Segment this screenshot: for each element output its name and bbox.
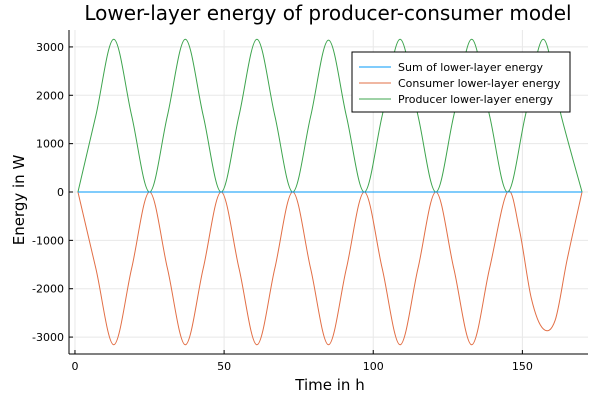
- x-axis-label: Time in h: [294, 376, 364, 394]
- series-group: [77, 38, 583, 346]
- x-tick-label: 150: [512, 360, 533, 373]
- y-tick-label: -2000: [32, 283, 64, 296]
- producer-series-line: [77, 38, 583, 193]
- axes: 0 50 100 150 -3000 -2000 -1000 0 1000 2000 3000: [32, 30, 588, 373]
- y-axis-label: Energy in W: [10, 155, 28, 246]
- legend-item-consumer-label: Consumer lower-layer energy: [398, 77, 561, 90]
- legend-item-producer-label: Producer lower-layer energy: [398, 93, 553, 106]
- x-tick-label: 100: [363, 360, 384, 373]
- x-tick-label: 50: [217, 360, 231, 373]
- y-tick-label: 3000: [36, 41, 64, 54]
- y-tick-label: 2000: [36, 89, 64, 102]
- legend-item-sum-label: Sum of lower-layer energy: [398, 61, 544, 74]
- legend: Sum of lower-layer energy Consumer lower-…: [351, 51, 571, 113]
- y-tick-label: 0: [57, 186, 64, 199]
- chart-title: Lower-layer energy of producer-consumer …: [84, 1, 571, 25]
- y-tick-label: -3000: [32, 331, 64, 344]
- y-tick-label: -1000: [32, 234, 64, 247]
- consumer-series-line: [77, 190, 583, 346]
- x-tick-label: 0: [71, 360, 78, 373]
- y-tick-label: 1000: [36, 138, 64, 151]
- legend-box: [351, 51, 571, 113]
